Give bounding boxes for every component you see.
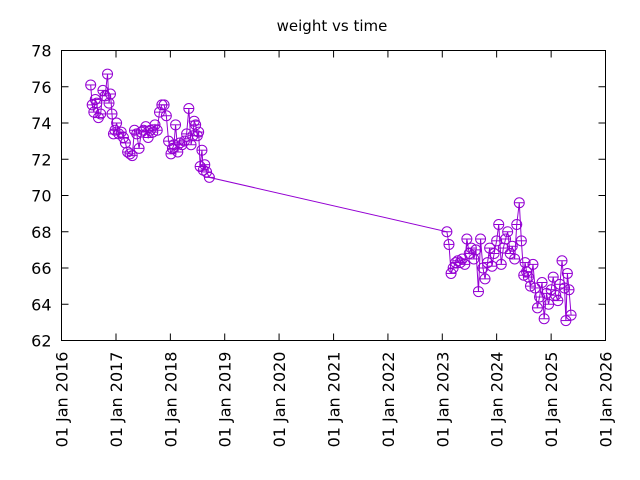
y-axis: 62 64 66 68 70 72 74 76 78 (31, 42, 606, 351)
data-point (531, 302, 543, 314)
series-points-group (85, 68, 577, 327)
plot-border (61, 50, 606, 341)
data-point (502, 226, 514, 238)
y-tick-label: 78 (31, 42, 51, 61)
data-point (199, 159, 211, 171)
y-tick-label: 72 (31, 150, 51, 169)
data-point (511, 219, 523, 230)
x-tick-label: 01 Jan 2019 (216, 352, 235, 448)
data-point (158, 99, 170, 111)
y-tick-label: 64 (31, 295, 51, 314)
data-point (472, 286, 484, 298)
data-point (119, 137, 131, 149)
data-point (95, 108, 107, 120)
data-point (185, 139, 197, 151)
data-point (565, 309, 577, 321)
data-point (111, 117, 123, 129)
x-tick-label: 01 Jan 2020 (270, 352, 289, 448)
data-point (102, 68, 114, 80)
x-tick-label: 01 Jan 2023 (433, 352, 452, 448)
data-point (126, 150, 138, 162)
x-tick-label: 01 Jan 2024 (488, 352, 507, 448)
x-tick-label: 01 Jan 2022 (379, 352, 398, 448)
data-point (160, 110, 172, 122)
data-point (470, 244, 482, 256)
y-tick-label: 68 (31, 223, 51, 242)
x-tick-label: 01 Jan 2021 (325, 352, 344, 448)
y-tick-label: 76 (31, 78, 51, 97)
data-point (124, 148, 136, 160)
x-tick-label: 01 Jan 2018 (161, 352, 180, 448)
data-point (447, 262, 459, 274)
data-point (552, 295, 564, 307)
y-tick-label: 62 (31, 332, 51, 351)
data-point (181, 128, 193, 140)
x-tick-label: 01 Jan 2016 (53, 352, 72, 448)
data-point (103, 97, 115, 109)
data-point (529, 282, 541, 294)
y-tick-label: 66 (31, 259, 51, 278)
data-point (193, 126, 205, 138)
chart-title: weight vs time (277, 17, 388, 35)
data-point (106, 108, 118, 120)
data-point (475, 233, 487, 245)
data-point (151, 124, 163, 136)
data-point (99, 90, 111, 102)
data-point (493, 219, 505, 230)
data-point (527, 258, 539, 270)
data-point (488, 248, 500, 259)
data-point (443, 238, 455, 250)
x-tick-label: 01 Jan 2017 (107, 352, 126, 448)
x-axis: 01 Jan 2016 01 Jan 2017 01 Jan 2018 01 Jan … (53, 50, 616, 448)
data-point (506, 240, 518, 252)
data-point (500, 233, 512, 245)
data-point (196, 144, 208, 156)
data-point (538, 313, 550, 325)
data-point (104, 88, 116, 100)
data-point (547, 271, 559, 283)
x-tick-label: 01 Jan 2025 (542, 352, 561, 448)
series-line (90, 74, 572, 321)
data-point (203, 171, 215, 183)
data-point (115, 126, 127, 138)
data-point (91, 97, 103, 109)
data-point (515, 235, 527, 247)
data-point (190, 119, 202, 131)
y-tick-label: 74 (31, 114, 51, 133)
series-line-group (90, 74, 572, 321)
data-point (85, 79, 97, 91)
y-tick-label: 70 (31, 187, 51, 206)
data-point (491, 235, 503, 247)
data-point (441, 226, 453, 238)
data-point (459, 258, 471, 270)
data-point (479, 273, 491, 285)
data-point (495, 258, 507, 270)
data-point (163, 135, 175, 147)
data-point (509, 253, 521, 265)
data-point (563, 284, 575, 296)
data-point (461, 233, 473, 245)
data-point (170, 119, 182, 131)
data-point (183, 103, 195, 114)
data-point (536, 277, 548, 288)
data-point (556, 255, 568, 267)
x-tick-label: 01 Jan 2026 (597, 352, 616, 448)
data-point (543, 298, 555, 310)
data-point (513, 197, 525, 209)
data-point (133, 142, 145, 154)
data-point (561, 267, 573, 279)
